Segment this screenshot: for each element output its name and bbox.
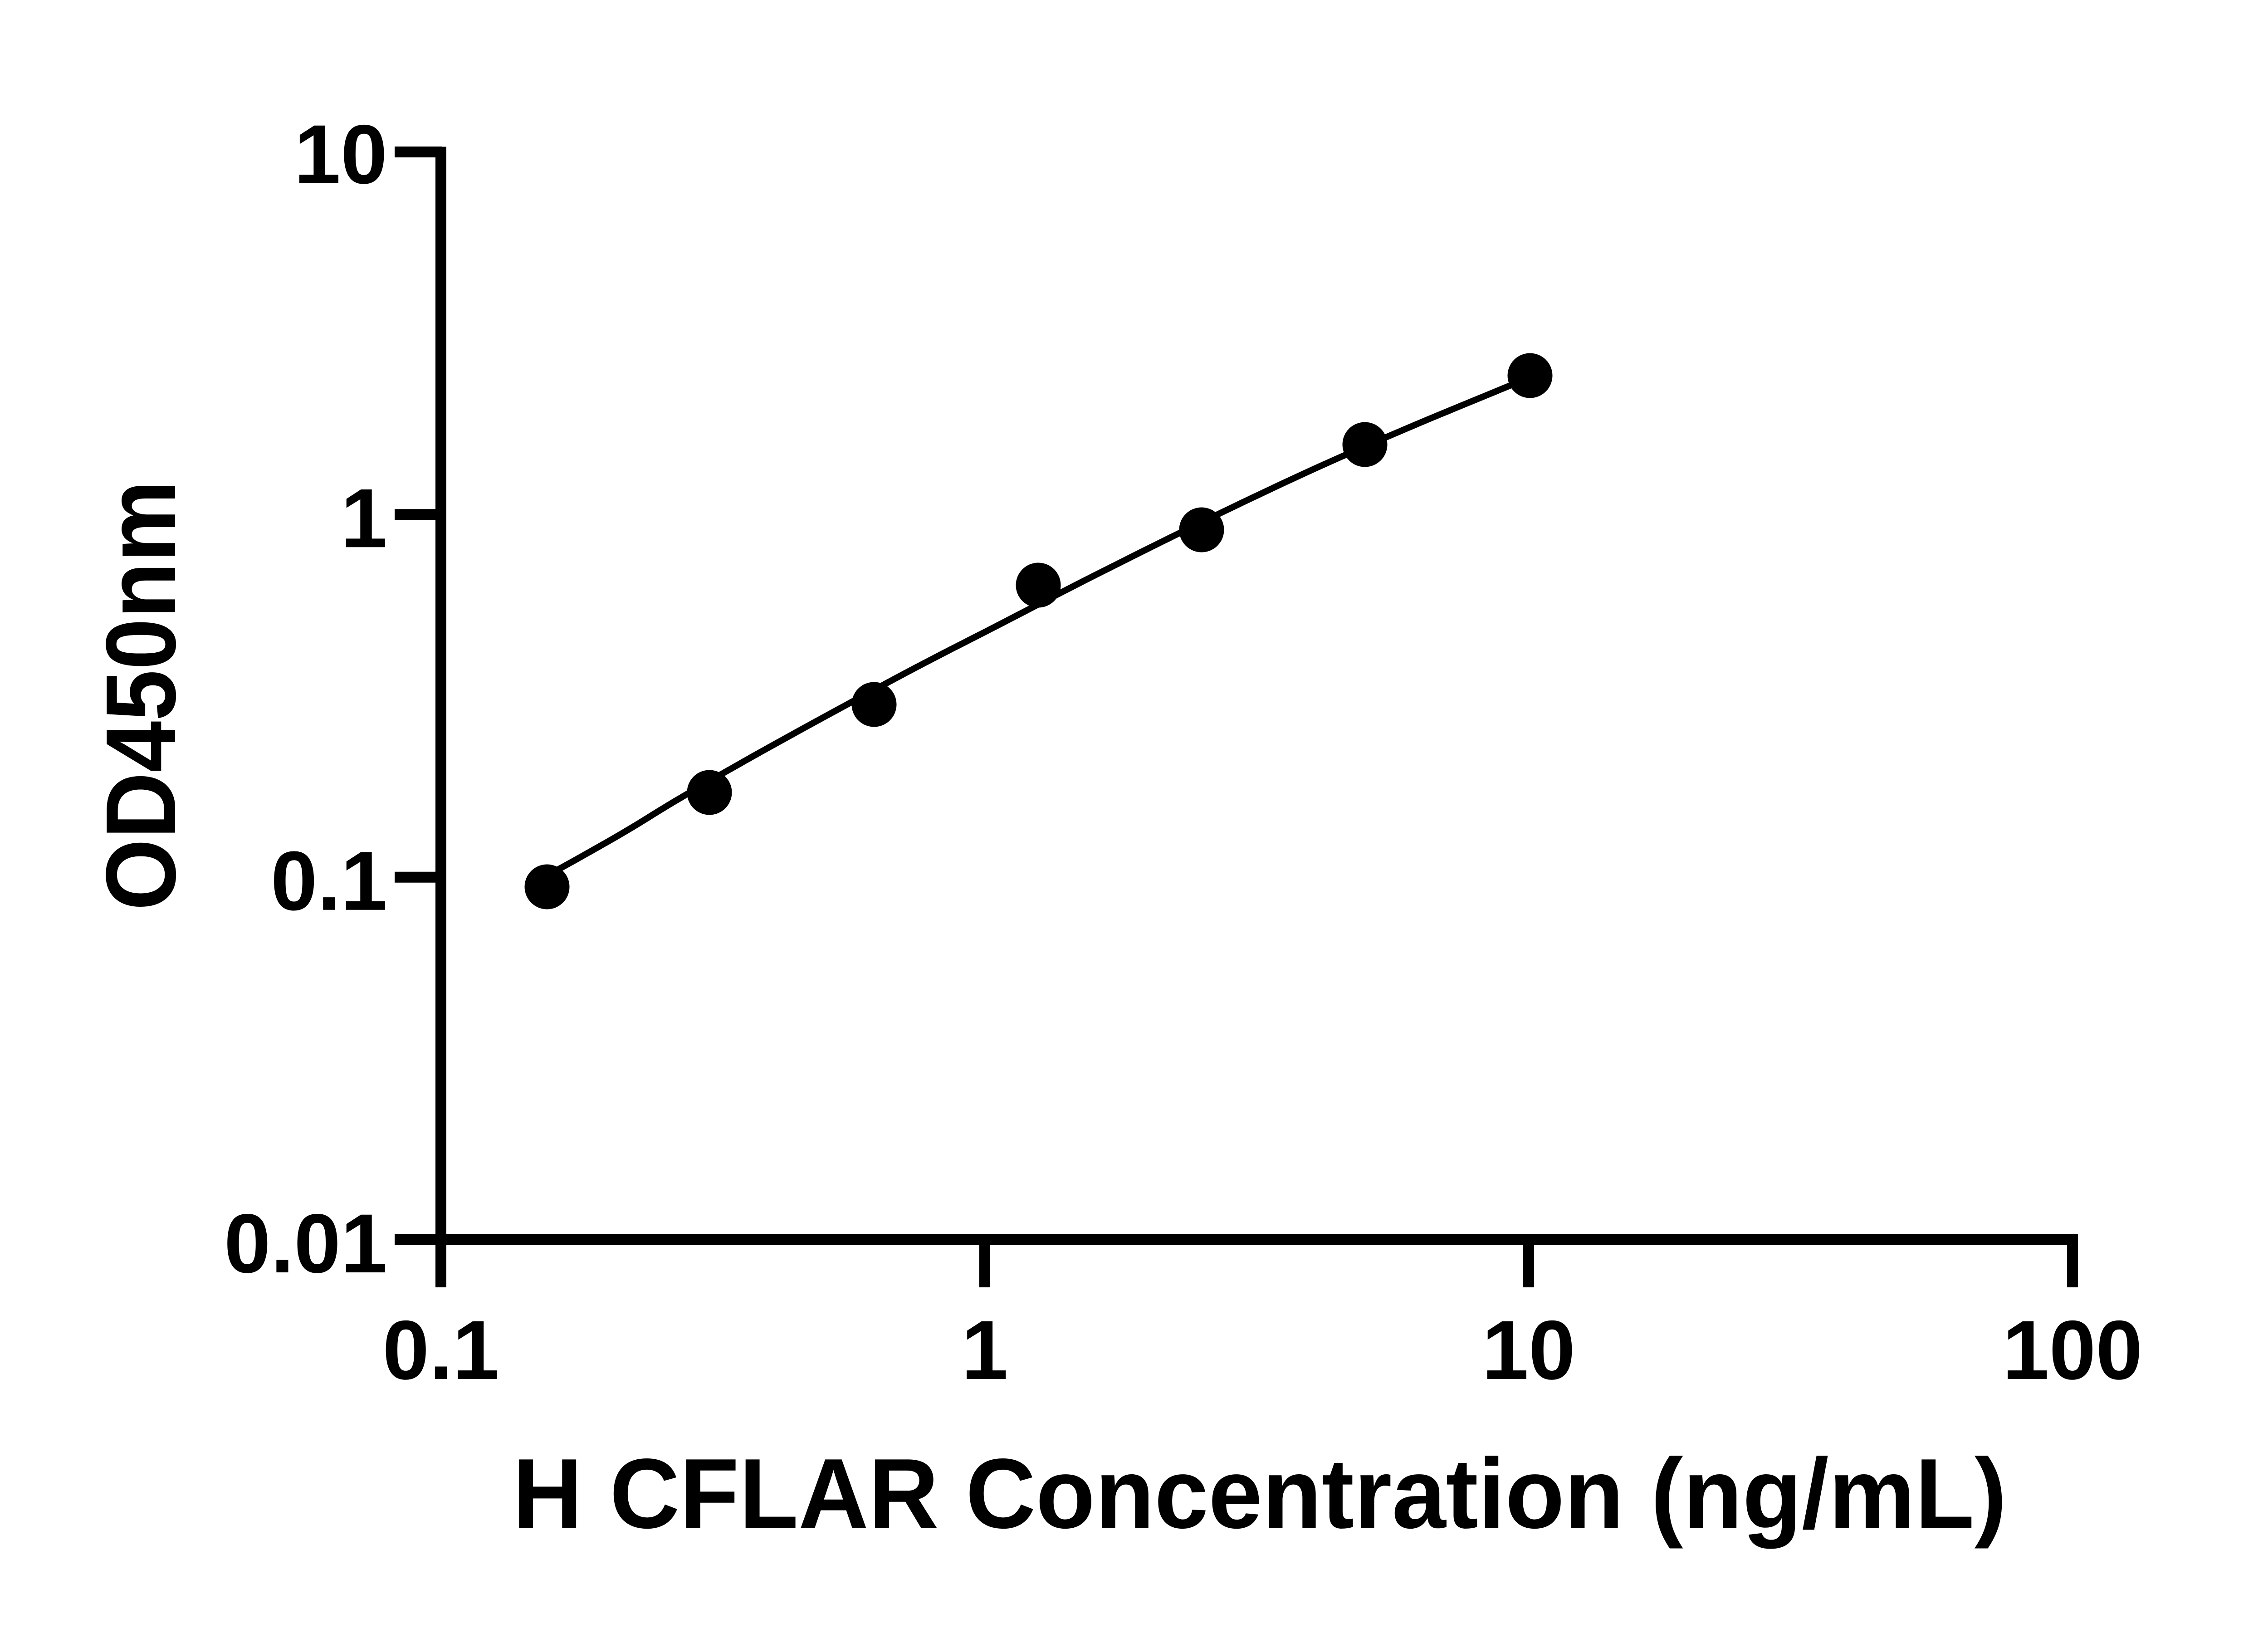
svg-text:10: 10 [1482, 1304, 1575, 1397]
svg-text:10: 10 [294, 108, 387, 201]
svg-text:0.1: 0.1 [382, 1304, 499, 1397]
svg-text:OD450nm: OD450nm [85, 480, 196, 911]
svg-text:0.1: 0.1 [271, 835, 387, 928]
svg-text:H CFLAR Concentration (ng/mL): H CFLAR Concentration (ng/mL) [513, 1438, 2007, 1549]
svg-text:100: 100 [2003, 1304, 2143, 1397]
svg-text:1: 1 [341, 472, 387, 565]
svg-text:1: 1 [962, 1304, 1008, 1397]
svg-text:0.01: 0.01 [224, 1197, 387, 1291]
